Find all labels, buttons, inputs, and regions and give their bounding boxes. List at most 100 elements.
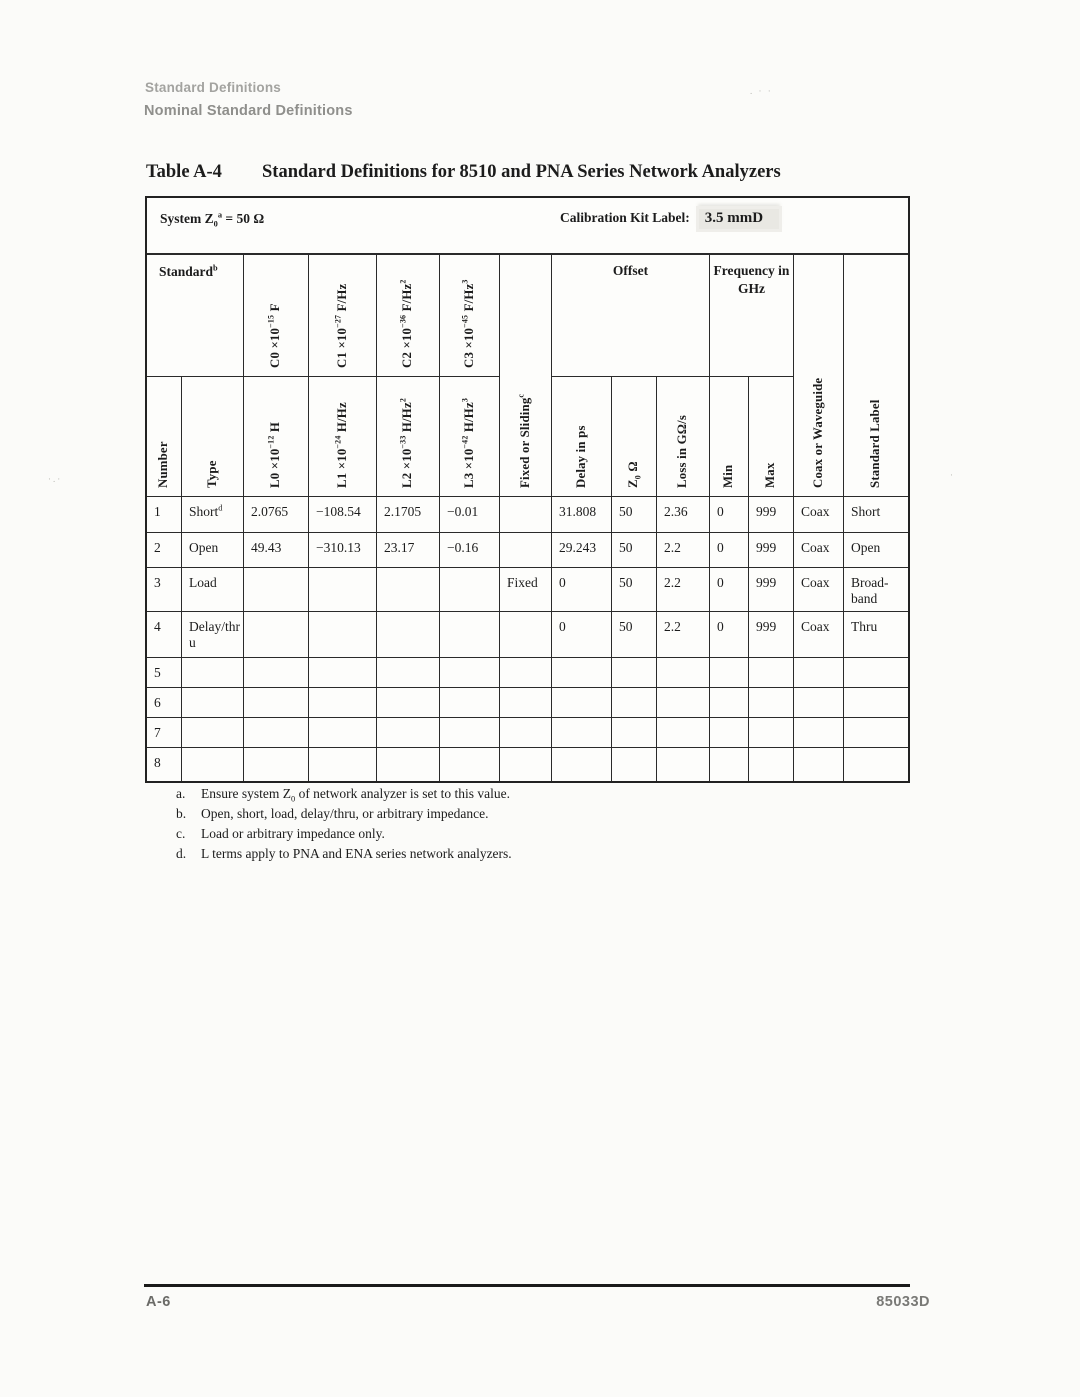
table-cell-text: 2.1705: [384, 504, 422, 519]
header-loss: Loss in GΩ/s: [657, 377, 710, 497]
table-cell: −310.13: [309, 533, 377, 568]
table-cell-text: 3: [154, 575, 161, 590]
table-cell: [440, 568, 500, 612]
table-cell-text: Shortd: [189, 503, 223, 519]
table-cell: [794, 688, 844, 718]
header-l1-label: L1 ×10−24 H/Hz: [333, 402, 349, 488]
header-standard-label: Standardb: [159, 263, 218, 279]
table-cell-text: −108.54: [316, 504, 361, 519]
footnote-letter: a.: [176, 786, 186, 801]
table-cell-text: Coax: [801, 540, 830, 555]
table-cell-text: 999: [756, 540, 777, 555]
table-cell: [500, 612, 552, 658]
table-cell: 2.2: [657, 612, 710, 658]
header-standard: Standardb: [147, 255, 244, 377]
header-min: Min: [710, 377, 749, 497]
table-cell: [749, 688, 794, 718]
table-cell-text: 23.17: [384, 540, 415, 555]
table-cell-text: 49.43: [251, 540, 282, 555]
header-l0: L0 ×10−12 H: [244, 377, 309, 497]
document-part-number: 85033D: [876, 1294, 930, 1310]
table-cell: [244, 658, 309, 688]
footnote-letter: b.: [176, 806, 187, 821]
table-cell: [309, 688, 377, 718]
table-cell-text: Coax: [801, 619, 830, 634]
table-cell: 23.17: [377, 533, 440, 568]
table-cell: [710, 718, 749, 748]
scan-speckle: ·.·: [48, 474, 63, 484]
table-cell: [710, 688, 749, 718]
table-cell: Short: [844, 497, 908, 533]
table-cell: Open: [182, 533, 244, 568]
table-cell: [182, 658, 244, 688]
table-cell: Coax: [794, 533, 844, 568]
table-cell: Fixed: [500, 568, 552, 612]
header-delay-label: Delay in ps: [573, 425, 588, 488]
table-cell: 2.2: [657, 533, 710, 568]
calibration-kit: Calibration Kit Label: 3.5 mmD: [560, 209, 780, 229]
table-cell-text: 0: [559, 575, 566, 590]
table-cell: [377, 748, 440, 781]
table-cell: [309, 612, 377, 658]
header-min-label: Min: [721, 464, 735, 488]
table-cell: [377, 718, 440, 748]
table-cell: [794, 748, 844, 781]
header-c1-label: C1 ×10−27 F/Hz: [333, 283, 349, 368]
table-cell-text: Open: [851, 540, 881, 555]
table-cell: 0: [710, 533, 749, 568]
table-cell-text: 0: [717, 619, 724, 634]
footnote-letter: c.: [176, 826, 186, 841]
footnote-letter: d.: [176, 846, 187, 861]
header-l2-label: L2 ×10−33 H/Hz2: [398, 398, 414, 488]
footnote: b. Open, short, load, delay/thru, or arb…: [176, 806, 512, 822]
table-cell: [552, 748, 612, 781]
table-cell: 50: [612, 568, 657, 612]
table-number: Table A-4: [146, 162, 222, 182]
table-cell: 2.0765: [244, 497, 309, 533]
table-cell: 2.2: [657, 568, 710, 612]
table-cell: [657, 748, 710, 781]
table-cell: 5: [147, 658, 182, 688]
table-cell: Thru: [844, 612, 908, 658]
table-cell: Open: [844, 533, 908, 568]
table-cell: [794, 718, 844, 748]
table-cell-text: −310.13: [316, 540, 361, 555]
header-z0: Z0 Ω: [612, 377, 657, 497]
header-offset-group-label: Offset: [612, 263, 649, 278]
table-cell: −0.01: [440, 497, 500, 533]
table-cell: [500, 748, 552, 781]
table-cell: [657, 658, 710, 688]
page-number: A-6: [146, 1294, 171, 1310]
table-cell: [710, 658, 749, 688]
header-c3-label: C3 ×10−45 F/Hz3: [460, 279, 476, 368]
table-cell-text: 50: [619, 540, 633, 555]
table-cell-text: Load: [189, 575, 217, 590]
table-cell: 999: [749, 612, 794, 658]
table-cell-text: 2.2: [664, 575, 681, 590]
table-cell: 2.1705: [377, 497, 440, 533]
table-cell: [749, 748, 794, 781]
table-cell-text: 2: [154, 540, 161, 555]
table-cell: 0: [710, 612, 749, 658]
table-cell: 0: [710, 568, 749, 612]
table-cell-text: 6: [154, 695, 161, 710]
table-cell: [500, 497, 552, 533]
table-cell: [309, 748, 377, 781]
header-number: Number: [147, 377, 182, 497]
table-cell: 999: [749, 497, 794, 533]
table-cell: [440, 612, 500, 658]
table-cell: [749, 718, 794, 748]
header-fixed-or-sliding: Fixed or Slidingc: [500, 255, 552, 497]
table-cell: Delay/thru: [182, 612, 244, 658]
table-cell: Shortd: [182, 497, 244, 533]
table-cell-text: 999: [756, 575, 777, 590]
table-cell-text: 50: [619, 504, 633, 519]
table-cell: [552, 718, 612, 748]
table-cell: [244, 568, 309, 612]
table-cell: [440, 748, 500, 781]
header-c2: C2 ×10−36 F/Hz2: [377, 255, 440, 377]
table-cell: 0: [552, 568, 612, 612]
footer-rule: [144, 1284, 910, 1287]
table-cell-text: 0: [559, 619, 566, 634]
